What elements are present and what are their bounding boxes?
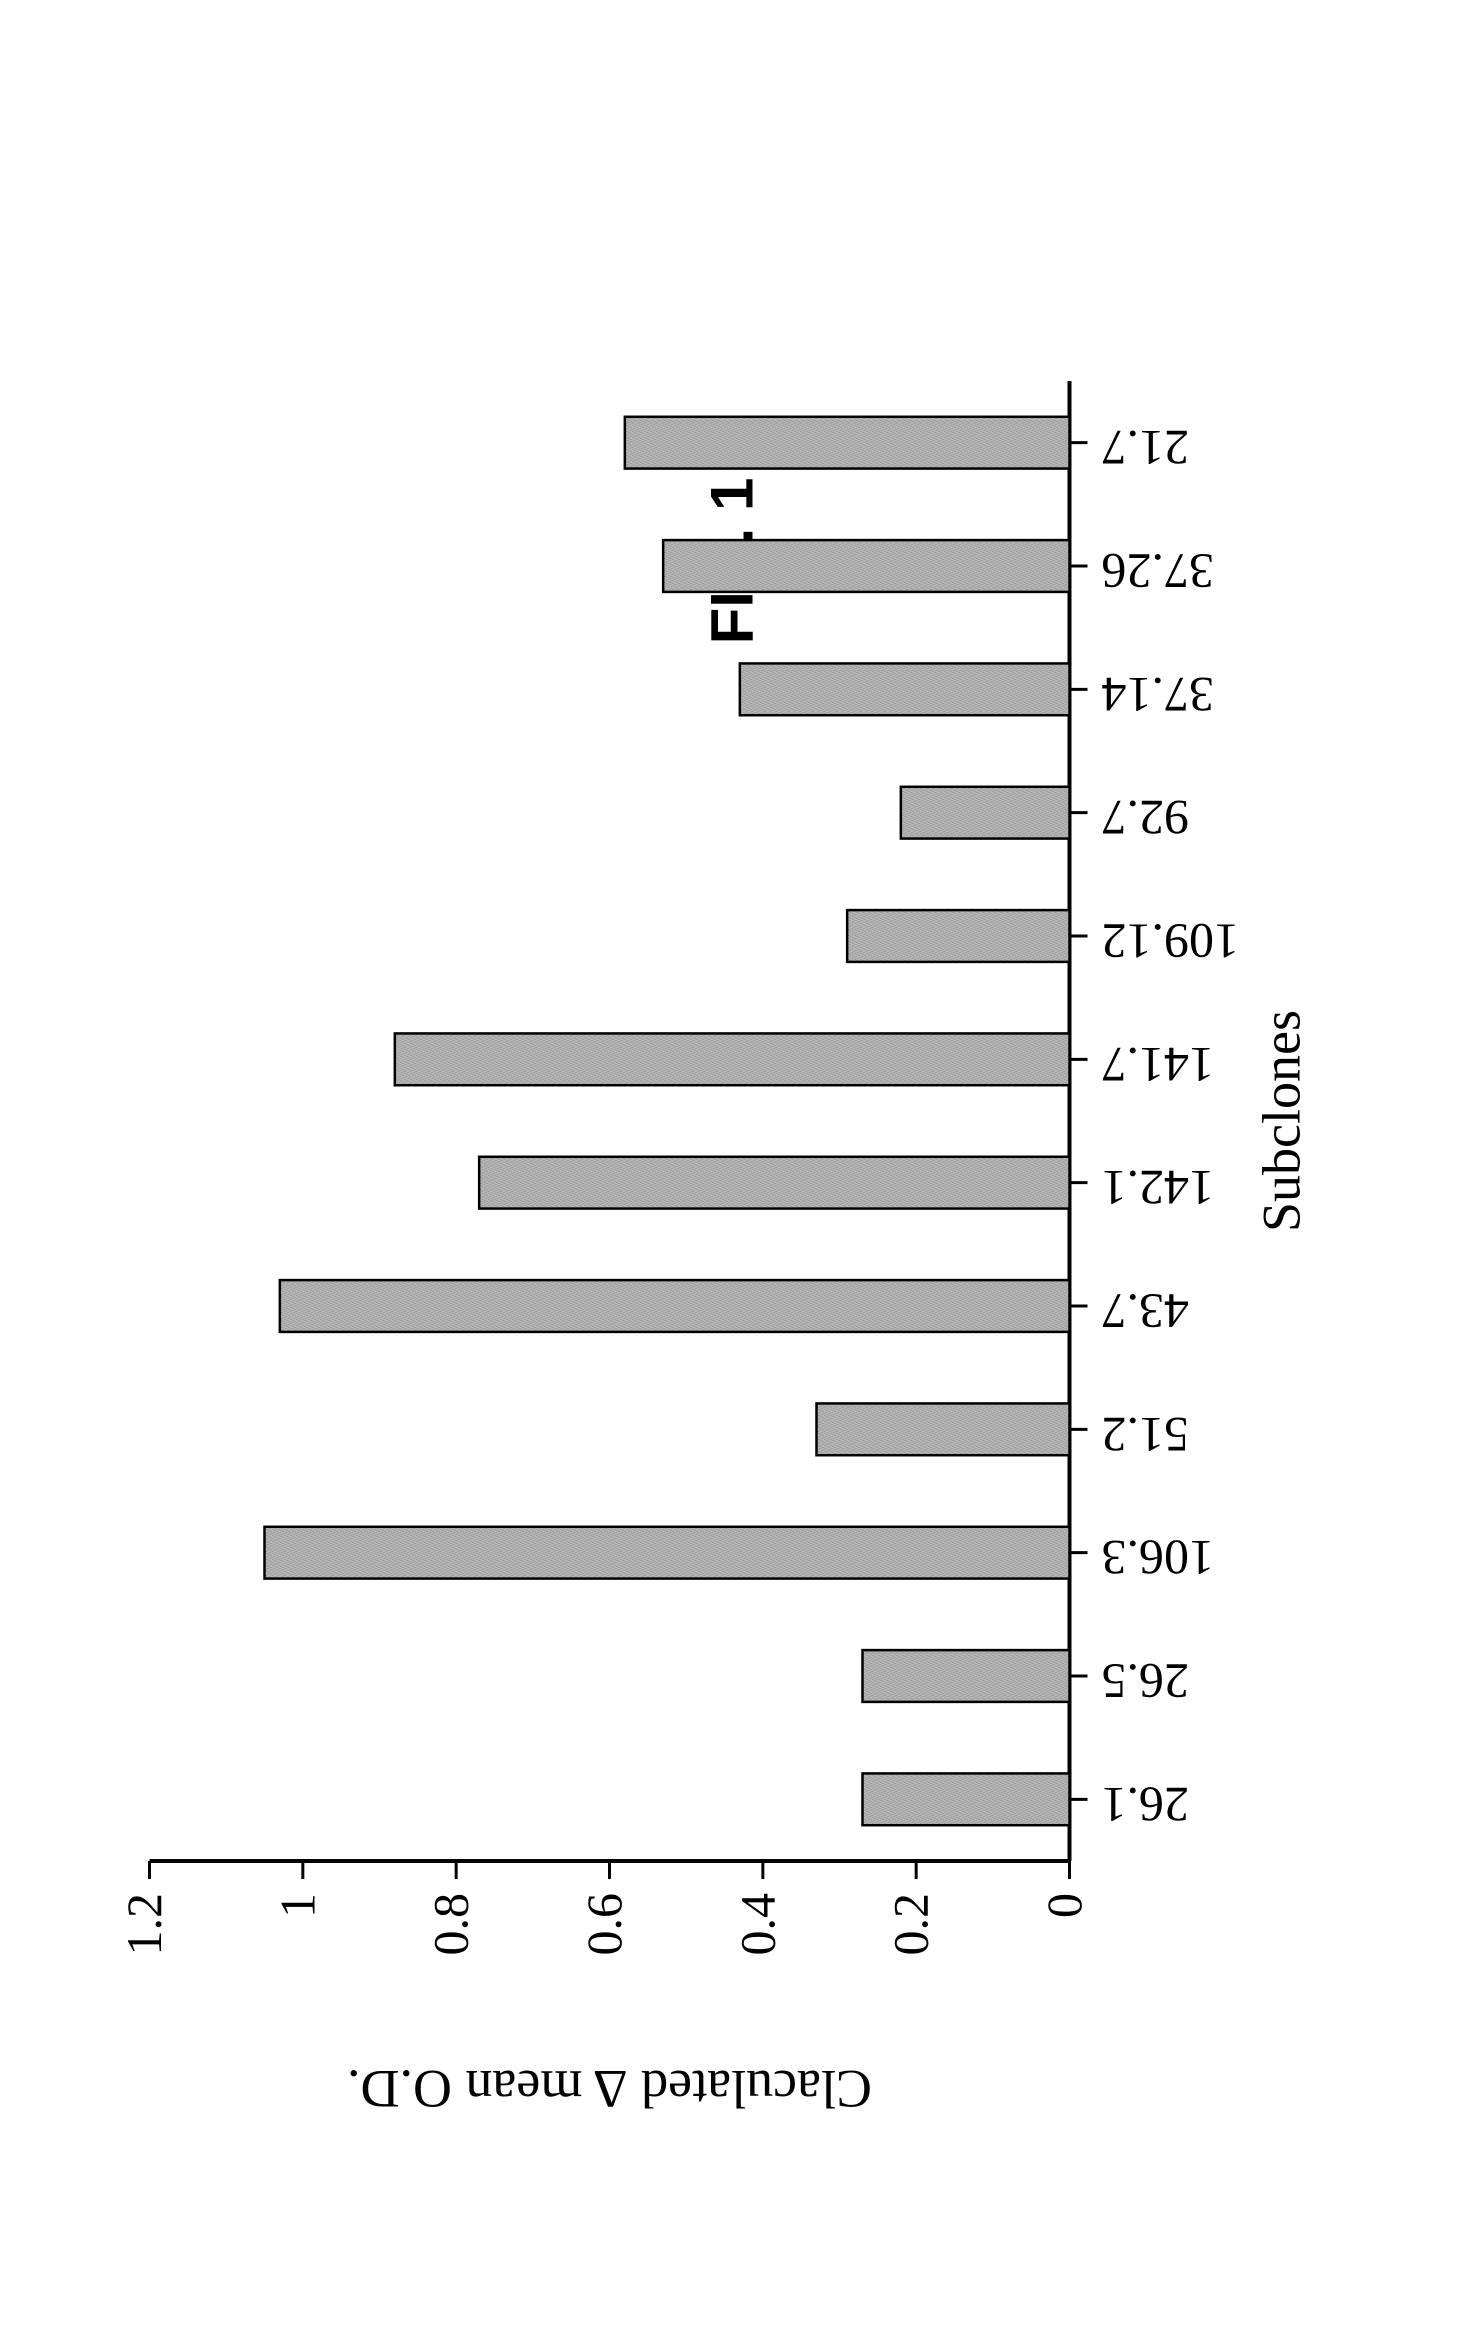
bar (901, 787, 1070, 839)
bar (817, 1403, 1070, 1455)
x-tick-label: 37.26 (1102, 544, 1215, 600)
x-axis-label: Subclones (1252, 1010, 1312, 1232)
bar (663, 540, 1069, 592)
x-tick-label: 106.3 (1102, 1530, 1215, 1586)
x-tick-label: 141.7 (1102, 1037, 1215, 1093)
bar (479, 1157, 1069, 1209)
y-tick-label: 0.8 (423, 1893, 479, 1956)
chart-container: 0 0.2 0.4 0.6 0.8 1 1.2 Claculated Δ mean O.D. 2… (80, 121, 1385, 2221)
y-tick-label: 0.6 (576, 1893, 632, 1956)
y-tick-label: 1.2 (116, 1893, 172, 1956)
x-tick-label: 109.12 (1102, 914, 1240, 970)
x-tick-label: 37.14 (1102, 667, 1215, 723)
x-tick-label: 92.7 (1102, 790, 1190, 846)
x-tick-label: 51.2 (1102, 1407, 1190, 1463)
bar (265, 1527, 1070, 1579)
page: FIG. 1 00.20.40.60.811.2Claculated Δ mea… (0, 0, 1464, 2342)
y-tick-label: 0.4 (729, 1893, 785, 1956)
y-tick-label: 0 (1036, 1893, 1092, 1918)
bar (847, 910, 1069, 962)
y-tick-label: 1 (269, 1893, 325, 1918)
bar (625, 417, 1070, 469)
x-tick-label: 21.7 (1102, 420, 1190, 476)
x-tick-label: 142.1 (1102, 1160, 1215, 1216)
bar (863, 1773, 1070, 1825)
x-tick-label: 43.7 (1102, 1284, 1190, 1340)
bar (280, 1280, 1070, 1332)
bar (863, 1650, 1070, 1702)
bar (395, 1033, 1070, 1085)
y-tick-label: 0.2 (883, 1893, 939, 1956)
bar (740, 663, 1070, 715)
x-tick-label: 26.1 (1102, 1777, 1190, 1833)
y-axis-label: Claculated Δ mean O.D. (347, 2059, 872, 2119)
bar-chart: 0 0.2 0.4 0.6 0.8 1 1.2 Claculated Δ mean O.D. 2… (80, 121, 1380, 2221)
x-tick-label: 26.5 (1102, 1654, 1190, 1710)
